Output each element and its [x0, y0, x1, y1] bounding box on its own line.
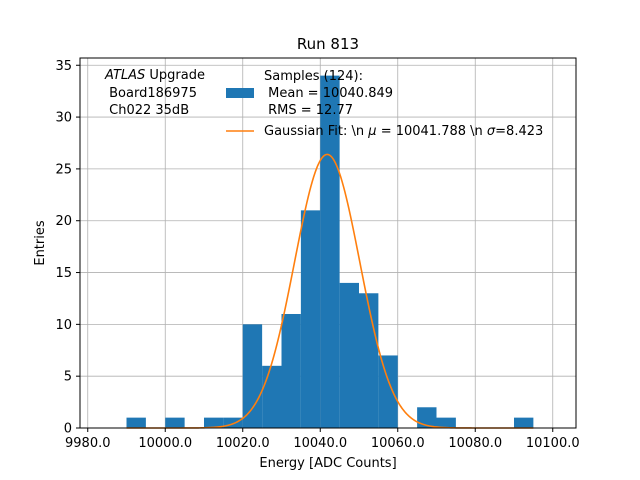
y-axis-ticks: 0 5 10 15 20 25 30 35 — [55, 59, 80, 437]
y-tick-label: 5 — [64, 370, 72, 385]
x-axis-ticks: 9980.0 10000.0 10020.0 10040.0 10060.0 10080.… — [65, 428, 580, 451]
x-axis-label: Energy [ADC Counts] — [259, 456, 396, 471]
histogram-bar — [436, 417, 456, 428]
plot-frame — [79, 57, 577, 429]
histogram-bar — [359, 293, 379, 428]
histogram-bar — [223, 417, 243, 428]
x-tick-label: 10100.0 — [526, 436, 580, 451]
legend-hist-line-3: RMS = 12.77 — [264, 103, 353, 118]
y-tick-label: 25 — [55, 162, 72, 177]
histogram-bar — [300, 210, 321, 428]
legend: Samples (124): Mean = 10040.849 RMS = 12… — [226, 69, 543, 139]
histogram-bar — [281, 313, 301, 428]
y-tick-label: 35 — [55, 59, 72, 74]
histogram-bar — [126, 417, 146, 428]
x-tick-label: 10060.0 — [371, 436, 425, 451]
histogram-bar — [204, 417, 224, 428]
x-tick-label: 10000.0 — [138, 436, 192, 451]
histogram-bar — [417, 407, 437, 428]
annotation-line-2: Board186975 — [105, 86, 197, 101]
histogram-bar — [165, 417, 185, 428]
x-tick-label: 10080.0 — [448, 436, 502, 451]
legend-hist-line-2: Mean = 10040.849 — [264, 86, 393, 101]
y-tick-label: 15 — [55, 266, 72, 281]
legend-fit-mu: μ — [367, 124, 376, 139]
legend-fit-mid: = 10041.788 \n — [377, 124, 487, 139]
legend-fit-prefix: Gaussian Fit: \n — [264, 124, 368, 139]
legend-hist-swatch — [226, 88, 254, 98]
x-tick-label: 9980.0 — [65, 436, 111, 451]
y-tick-label: 30 — [55, 111, 72, 126]
y-tick-label: 20 — [55, 214, 72, 229]
annotation-line-3: Ch022 35dB — [105, 103, 189, 118]
annotation-atlas: ATLAS — [104, 68, 145, 83]
histogram-bar — [339, 282, 359, 428]
legend-fit-sigma: σ — [487, 124, 496, 139]
annotation-upgrade: Upgrade — [145, 68, 205, 83]
y-tick-label: 10 — [55, 318, 72, 333]
y-axis-label: Entries — [33, 220, 48, 266]
atlas-annotation: ATLAS Upgrade Board186975 Ch022 35dB — [104, 68, 205, 118]
histogram-bar — [514, 417, 534, 428]
histogram-bar — [378, 355, 398, 428]
y-tick-label: 0 — [64, 422, 72, 437]
legend-fit-label: Gaussian Fit: \n μ = 10041.788 \n σ=8.42… — [264, 124, 543, 139]
x-tick-label: 10020.0 — [216, 436, 270, 451]
histogram-bar — [242, 324, 263, 428]
legend-hist-line-1: Samples (124): — [264, 69, 363, 84]
x-tick-label: 10040.0 — [293, 436, 347, 451]
chart-title: Run 813 — [297, 35, 359, 53]
annotation-line-1: ATLAS Upgrade — [104, 68, 205, 83]
legend-fit-suffix: =8.423 — [495, 124, 543, 139]
histogram-bar — [320, 75, 340, 428]
histogram-bar — [262, 365, 282, 428]
